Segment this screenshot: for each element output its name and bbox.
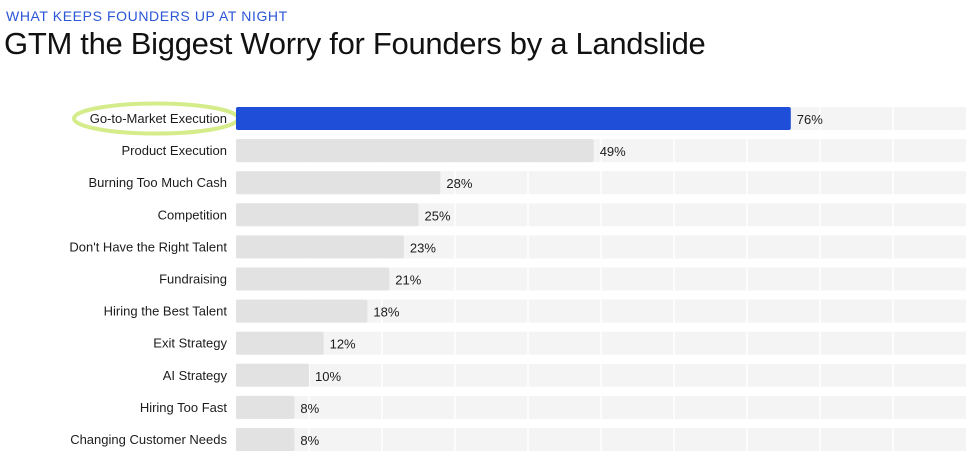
category-label: Changing Customer Needs [70,432,227,447]
category-label: Hiring the Best Talent [104,304,228,319]
value-label: 25% [425,208,451,223]
value-label: 28% [446,176,472,191]
bar [236,299,368,323]
bar [236,235,404,259]
value-label: 10% [315,369,341,384]
category-label: Competition [158,207,227,222]
category-label: Go-to-Market Execution [90,111,227,126]
category-label: Product Execution [121,143,227,158]
bar [236,428,295,451]
chart-title: GTM the Biggest Worry for Founders by a … [4,26,706,61]
bar-highlighted [236,107,791,130]
bar [236,331,324,355]
value-label: 76% [797,112,823,127]
bar [236,139,594,163]
value-label: 8% [300,401,319,416]
bar [236,203,419,227]
value-label: 49% [600,144,626,159]
chart-eyebrow: WHAT KEEPS FOUNDERS UP AT NIGHT [6,8,288,24]
bar [236,171,441,195]
bar [236,395,295,419]
value-label: 12% [330,337,356,352]
value-label: 8% [300,433,319,448]
category-label: Burning Too Much Cash [88,175,227,190]
category-label: Hiring Too Fast [140,400,228,415]
value-label: 23% [410,240,436,255]
category-label: Fundraising [159,272,227,287]
value-label: 18% [373,305,399,320]
category-label: AI Strategy [163,368,228,383]
value-label: 21% [395,273,421,288]
category-label: Exit Strategy [153,336,227,351]
category-label: Don't Have the Right Talent [69,239,227,254]
bar [236,267,390,291]
bar [236,363,309,387]
